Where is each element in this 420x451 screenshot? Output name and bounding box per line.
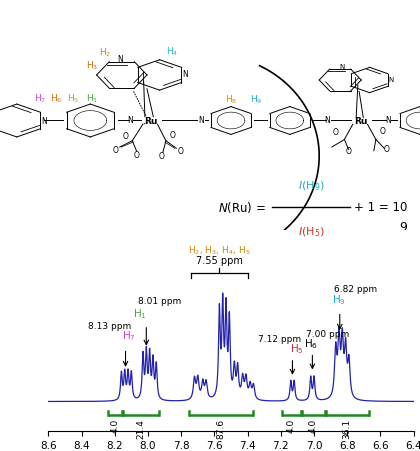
Text: H$_6$: H$_6$	[304, 336, 318, 350]
Text: H$_9$: H$_9$	[250, 93, 262, 106]
Text: 7.55 ppm: 7.55 ppm	[196, 256, 243, 266]
Text: H$_3$: H$_3$	[86, 59, 99, 72]
Text: + 1 = 10: + 1 = 10	[354, 201, 407, 214]
Text: O: O	[379, 127, 385, 136]
Text: H$_4$: H$_4$	[166, 45, 178, 58]
Text: O: O	[113, 146, 118, 155]
Text: 4.0: 4.0	[287, 418, 296, 432]
Text: 6.82 ppm: 6.82 ppm	[334, 285, 377, 294]
Text: H$_9$: H$_9$	[332, 293, 346, 307]
Text: 9: 9	[399, 221, 407, 234]
Text: O: O	[169, 131, 175, 140]
Text: N: N	[388, 77, 393, 83]
Text: O: O	[178, 147, 184, 156]
Text: N: N	[117, 55, 123, 64]
Text: Ru: Ru	[354, 117, 368, 126]
Text: H$_2$: H$_2$	[99, 46, 111, 59]
Text: N: N	[325, 116, 331, 125]
Text: O: O	[159, 152, 165, 161]
Text: 7.00 ppm: 7.00 ppm	[306, 329, 349, 338]
Text: H$_1$: H$_1$	[86, 92, 99, 105]
Text: H$_1$: H$_1$	[133, 306, 147, 320]
Text: 4.0: 4.0	[309, 418, 318, 432]
Text: H$_8$: H$_8$	[225, 93, 237, 106]
Text: O: O	[123, 132, 129, 141]
Text: $N$(Ru) =: $N$(Ru) =	[218, 200, 266, 215]
Text: H$_5$: H$_5$	[290, 342, 304, 355]
Text: 87.6: 87.6	[217, 418, 226, 438]
Text: H$_6$: H$_6$	[50, 92, 63, 105]
Text: N: N	[199, 116, 205, 125]
Text: 7.12 ppm: 7.12 ppm	[257, 335, 301, 344]
Text: 8.13 ppm: 8.13 ppm	[88, 322, 131, 330]
Text: O: O	[383, 145, 389, 153]
Text: Ru: Ru	[144, 117, 158, 126]
Text: 10: 10	[149, 232, 170, 248]
Text: H$_7$: H$_7$	[122, 328, 136, 342]
Text: $I$(H$_9$): $I$(H$_9$)	[298, 179, 325, 193]
Text: N: N	[41, 117, 47, 126]
Text: H$_5$: H$_5$	[67, 92, 80, 105]
Text: O: O	[346, 147, 352, 156]
Text: 21.4: 21.4	[136, 418, 145, 437]
Text: H$_2$, H$_3$, H$_4$, H$_5$: H$_2$, H$_3$, H$_4$, H$_5$	[188, 244, 251, 257]
Text: O: O	[333, 128, 339, 137]
Text: $I$(H$_5$): $I$(H$_5$)	[298, 225, 325, 238]
Text: 36.1: 36.1	[343, 418, 352, 438]
Text: 8.01 ppm: 8.01 ppm	[138, 296, 181, 305]
Text: H$_7$: H$_7$	[34, 92, 46, 105]
Text: N: N	[128, 116, 134, 125]
Text: N: N	[386, 116, 391, 125]
Text: O: O	[134, 151, 139, 160]
Text: N: N	[340, 64, 345, 70]
Text: N: N	[182, 70, 188, 79]
Text: 4.0: 4.0	[110, 418, 120, 432]
